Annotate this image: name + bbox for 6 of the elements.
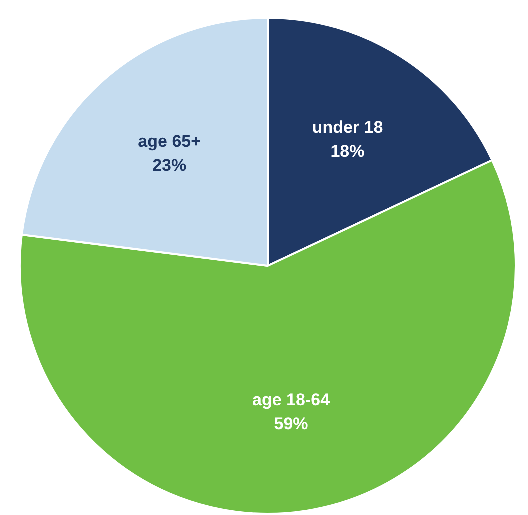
data-label: 18% xyxy=(330,142,365,162)
slice-label: under 18 xyxy=(312,118,384,138)
slice-label: age 18-64 xyxy=(252,390,331,410)
slice-label: age 65+ xyxy=(138,132,202,152)
data-label: 23% xyxy=(152,156,187,176)
data-label: 59% xyxy=(274,414,308,434)
